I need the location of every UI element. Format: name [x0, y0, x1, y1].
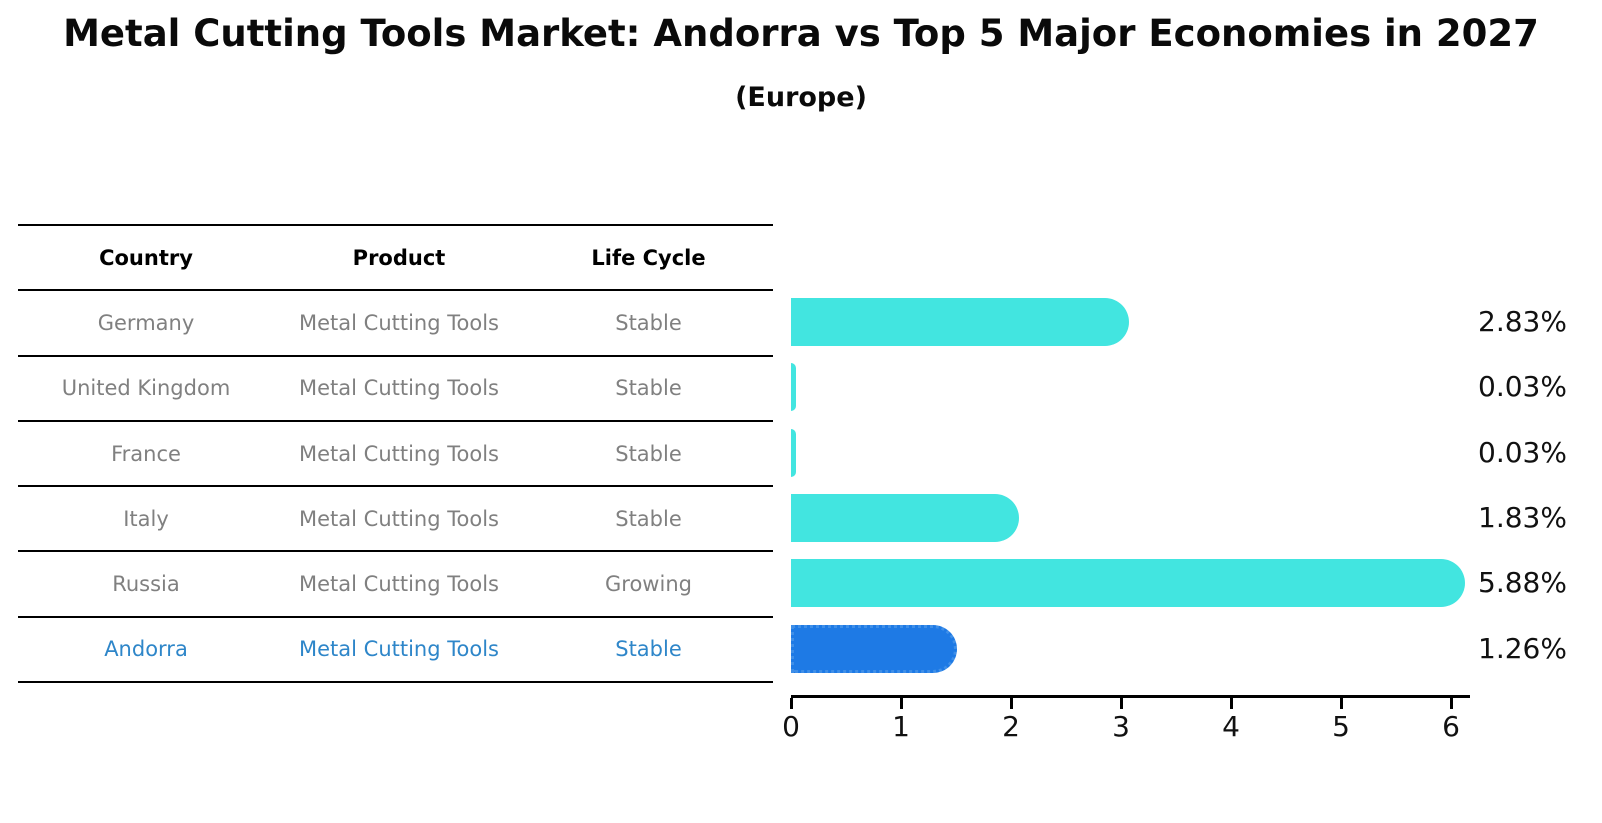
value-label: 1.83% [1478, 500, 1567, 534]
x-tick-label: 2 [1002, 710, 1020, 743]
table-header-row: Country Product Life Cycle [18, 226, 773, 292]
value-label: 2.83% [1478, 305, 1567, 338]
column-header-country: Country [99, 245, 193, 270]
x-tick-mark [790, 698, 793, 709]
country-cell: France [111, 441, 181, 466]
x-tick-label: 5 [1332, 710, 1350, 743]
value-label: 0.03% [1478, 435, 1567, 469]
column-header-product: Product [352, 245, 446, 270]
country-cell: Germany [97, 310, 195, 335]
x-tick-label: 0 [782, 710, 800, 743]
chart-subtitle: (Europe) [735, 82, 867, 113]
product-cell: Metal Cutting Tools [299, 376, 499, 401]
x-tick-mark [1010, 698, 1013, 709]
table-row-germany: Germany Metal Cutting Tools Stable [18, 291, 773, 357]
table-row-italy: Italy Metal Cutting Tools Stable [18, 487, 773, 553]
country-table: Country Product Life Cycle Germany Metal … [18, 224, 773, 684]
bar-russia [791, 559, 1465, 608]
country-cell: United Kingdom [61, 376, 231, 401]
value-label: 0.03% [1478, 370, 1567, 404]
life-cycle-cell: Stable [615, 441, 682, 466]
life-cycle-cell: Growing [605, 572, 692, 597]
bar-germany [791, 298, 1130, 346]
product-cell: Metal Cutting Tools [299, 506, 499, 531]
table-row-andorra: Andorra Metal Cutting Tools Stable [18, 618, 773, 684]
x-tick-mark [1340, 698, 1343, 709]
x-tick-mark [900, 698, 903, 709]
value-label: 1.26% [1478, 631, 1567, 665]
value-label: 5.88% [1478, 566, 1567, 600]
product-cell: Metal Cutting Tools [299, 441, 499, 466]
bar-united-kingdom [791, 363, 797, 412]
life-cycle-cell: Stable [615, 310, 682, 335]
table-body: Germany Metal Cutting Tools Stable United K… [18, 291, 773, 684]
country-cell: Italy [123, 506, 169, 531]
chart-title: Metal Cutting Tools Market: Andorra vs T… [63, 12, 1539, 55]
x-tick-mark [1230, 698, 1233, 709]
bar-andorra [791, 624, 957, 673]
product-cell: Metal Cutting Tools [299, 572, 499, 597]
x-tick-mark [1450, 698, 1453, 709]
x-tick-mark [1120, 698, 1123, 709]
x-axis-line [791, 695, 1470, 698]
column-header-life-cycle: Life Cycle [591, 245, 706, 270]
product-cell: Metal Cutting Tools [299, 637, 499, 662]
life-cycle-cell: Stable [615, 506, 682, 531]
bar-italy [791, 493, 1020, 542]
product-cell: Metal Cutting Tools [299, 310, 499, 335]
life-cycle-cell: Stable [615, 637, 682, 662]
table-row-russia: Russia Metal Cutting Tools Growing [18, 552, 773, 618]
country-cell: Russia [112, 572, 180, 597]
x-tick-label: 4 [1222, 710, 1240, 743]
country-cell: Andorra [104, 637, 188, 662]
table-row-united-kingdom: United Kingdom Metal Cutting Tools Stable [18, 357, 773, 422]
life-cycle-cell: Stable [615, 376, 682, 401]
x-tick-label: 1 [892, 710, 910, 743]
bar-plot-area: 2.83% 0.03% 0.03% 1.83% 5.88% 1.26% 0 1 2 3 4 5 6 [782, 289, 1567, 759]
x-tick-label: 6 [1442, 710, 1460, 743]
table-row-france: France Metal Cutting Tools Stable [18, 422, 773, 488]
x-tick-label: 3 [1112, 710, 1130, 743]
bar-france [791, 428, 797, 477]
